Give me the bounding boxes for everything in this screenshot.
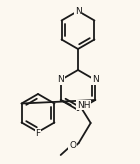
Text: N: N <box>92 75 99 84</box>
Text: N: N <box>75 7 81 16</box>
Text: N: N <box>57 75 64 84</box>
Text: F: F <box>35 130 41 139</box>
Text: NH: NH <box>77 101 90 110</box>
Text: O: O <box>69 141 76 150</box>
